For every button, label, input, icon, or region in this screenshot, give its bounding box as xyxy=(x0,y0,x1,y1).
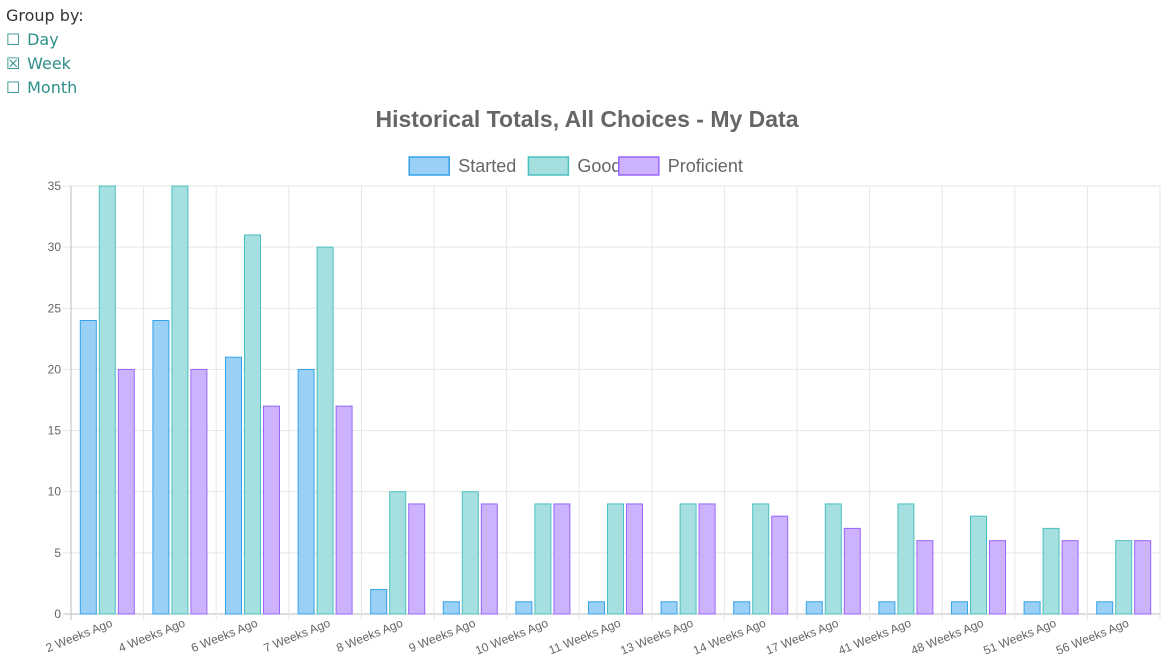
checkbox-icon[interactable]: ☐ xyxy=(6,78,21,97)
legend-swatch-started xyxy=(408,156,450,176)
bar-started xyxy=(660,601,678,615)
bar-proficient xyxy=(408,503,426,615)
checkbox-icon[interactable]: ☐ xyxy=(6,30,21,49)
x-tick-label: 11 Weeks Ago xyxy=(547,616,623,658)
bar-proficient xyxy=(989,540,1006,615)
bar-started xyxy=(951,601,968,615)
x-tick-label: 48 Weeks Ago xyxy=(909,616,986,658)
bar-started xyxy=(805,601,823,615)
bar-started xyxy=(733,601,751,615)
y-tick-label: 15 xyxy=(48,424,62,438)
bar-proficient xyxy=(626,503,643,615)
checkbox-checked-icon[interactable]: ☒ xyxy=(6,54,21,73)
bar-proficient xyxy=(771,515,789,615)
group-by-panel: Group by: ☐ Day ☒ Week ☐ Month xyxy=(6,4,84,100)
group-by-label: Group by: xyxy=(6,6,84,25)
bar-proficient xyxy=(916,540,934,615)
y-tick-label: 20 xyxy=(48,362,62,376)
y-tick-label: 30 xyxy=(48,240,62,254)
x-tick-label: 8 Weeks Ago xyxy=(334,616,405,656)
bar-good xyxy=(461,491,479,615)
legend-label-good: Good xyxy=(577,156,621,176)
bar-good xyxy=(1115,540,1133,615)
group-by-option-day[interactable]: ☐ Day xyxy=(6,28,84,52)
bar-good xyxy=(607,503,624,615)
bar-proficient xyxy=(190,368,208,615)
group-by-option-week[interactable]: ☒ Week xyxy=(6,52,84,76)
bar-proficient xyxy=(553,503,571,615)
bar-started xyxy=(878,601,896,615)
x-tick-label: 56 Weeks Ago xyxy=(1054,616,1131,658)
x-tick-label: 7 Weeks Ago xyxy=(262,616,333,656)
x-tick-label: 4 Weeks Ago xyxy=(116,616,187,656)
bar-good xyxy=(171,185,189,615)
bar-proficient xyxy=(698,503,716,615)
bar-good xyxy=(970,515,987,615)
y-tick-label: 25 xyxy=(48,301,62,315)
bar-good xyxy=(824,503,842,615)
bar-good xyxy=(316,246,334,615)
bar-started xyxy=(1023,601,1041,615)
bar-good xyxy=(897,503,915,615)
x-tick-label: 17 Weeks Ago xyxy=(764,616,841,658)
x-tick-label: 41 Weeks Ago xyxy=(836,616,913,658)
x-tick-label: 6 Weeks Ago xyxy=(189,616,260,656)
legend-label-proficient: Proficient xyxy=(668,156,743,176)
bar-good xyxy=(244,234,261,615)
y-tick-label: 0 xyxy=(54,607,61,621)
bar-good xyxy=(752,503,770,615)
legend-swatch-proficient xyxy=(618,156,660,176)
group-by-option-label: Day xyxy=(27,30,59,49)
bar-started xyxy=(515,601,533,615)
bar-good xyxy=(389,491,407,615)
legend-label-started: Started xyxy=(458,156,516,176)
bar-good xyxy=(679,503,697,615)
bar-proficient xyxy=(117,368,135,615)
x-tick-label: 13 Weeks Ago xyxy=(618,616,695,658)
x-tick-label: 9 Weeks Ago xyxy=(407,616,478,656)
x-tick-label: 51 Weeks Ago xyxy=(981,616,1058,658)
bar-started xyxy=(152,320,170,615)
group-by-option-month[interactable]: ☐ Month xyxy=(6,76,84,100)
x-tick-label: 2 Weeks Ago xyxy=(44,616,115,656)
bar-started xyxy=(79,320,97,615)
y-tick-label: 35 xyxy=(48,179,62,193)
legend-swatch-good xyxy=(527,156,570,176)
chart-title: Historical Totals, All Choices - My Data xyxy=(375,106,799,132)
bar-proficient xyxy=(480,503,498,615)
x-tick-label: 10 Weeks Ago xyxy=(473,616,550,658)
chart-legend: Started Good Proficient xyxy=(408,156,743,176)
bar-proficient xyxy=(263,405,280,615)
bar-started xyxy=(1096,601,1114,615)
group-by-option-label: Week xyxy=(27,54,71,73)
y-tick-label: 10 xyxy=(48,485,62,499)
x-tick-label: 14 Weeks Ago xyxy=(691,616,768,658)
bar-proficient xyxy=(1134,540,1152,615)
bar-proficient xyxy=(1061,540,1079,615)
bar-good xyxy=(98,185,116,615)
bar-started xyxy=(588,601,605,615)
bar-started xyxy=(442,601,460,615)
bar-good xyxy=(1042,527,1060,615)
bar-good xyxy=(534,503,552,615)
bar-proficient xyxy=(843,527,861,615)
bar-started xyxy=(225,356,242,615)
group-by-option-label: Month xyxy=(27,78,78,97)
bar-started xyxy=(297,368,315,615)
bar-proficient xyxy=(335,405,353,615)
bar-started xyxy=(370,589,388,615)
y-tick-label: 5 xyxy=(54,546,61,560)
